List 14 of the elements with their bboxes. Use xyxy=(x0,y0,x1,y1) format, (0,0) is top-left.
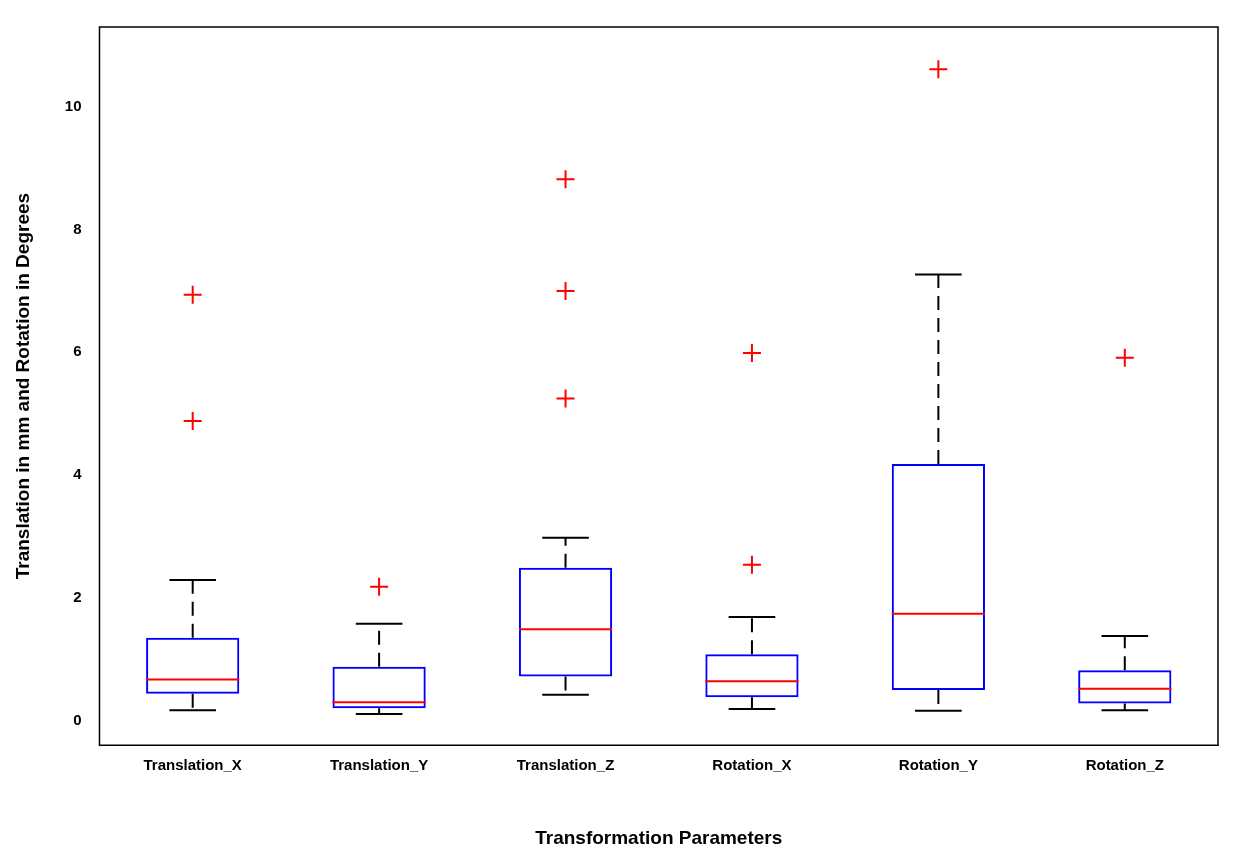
y-tick-label: 6 xyxy=(73,342,82,360)
y-tick-label: 8 xyxy=(73,219,82,237)
y-tick-label: 4 xyxy=(73,465,83,483)
y-axis-title: Translation in mm and Rotation in Degrees xyxy=(11,192,33,580)
y-tick-label: 10 xyxy=(64,96,82,114)
x-tick-label: Translation_Z xyxy=(516,756,615,774)
x-tick-label: Rotation_Y xyxy=(898,756,978,774)
x-axis-title: Transformation Parameters xyxy=(535,826,783,848)
x-tick-label: Rotation_X xyxy=(712,756,792,774)
x-tick-label: Translation_Y xyxy=(329,756,429,774)
x-tick-label: Translation_X xyxy=(143,756,242,774)
x-tick-label: Rotation_Z xyxy=(1085,756,1164,774)
y-tick-label: 0 xyxy=(73,710,82,728)
y-tick-label: 2 xyxy=(73,588,82,606)
